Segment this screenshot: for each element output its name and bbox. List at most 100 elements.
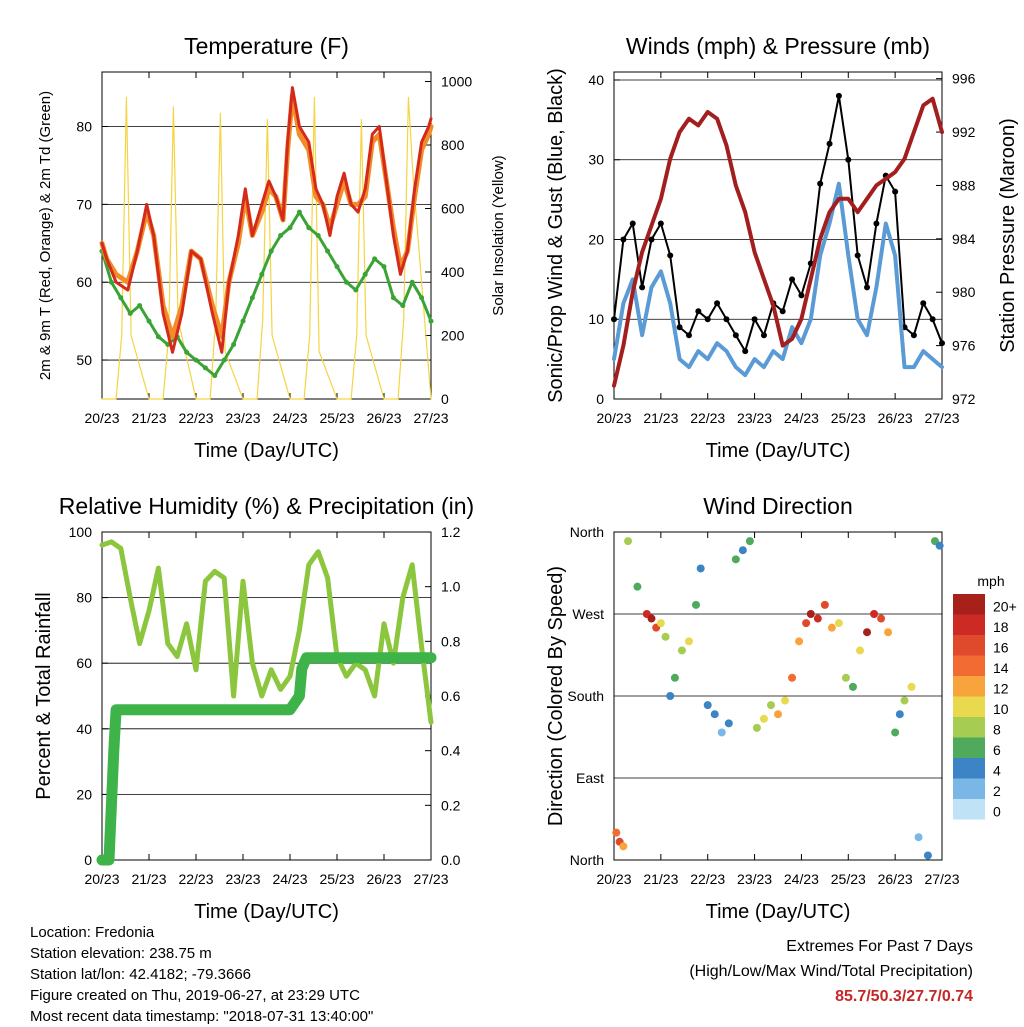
gust-point <box>939 340 945 347</box>
x-tick-label: 23/23 <box>737 410 772 426</box>
dewpoint-point <box>325 248 331 254</box>
dewpoint-point <box>240 318 246 324</box>
x-tick-label: 27/23 <box>924 410 959 426</box>
wind-line <box>612 181 944 378</box>
extremes-values: 85.7/50.3/27.7/0.74 <box>835 988 973 1005</box>
y-tick-label: 80 <box>76 119 92 135</box>
station-location: Location: Fredonia <box>30 924 155 941</box>
direction-point <box>766 701 775 710</box>
y-tick-label: North <box>570 852 604 868</box>
x-tick-label: 26/23 <box>878 410 913 426</box>
dewpoint-point <box>409 279 415 285</box>
direction-point <box>677 646 686 655</box>
y-tick-label: 10 <box>588 311 604 327</box>
x-axis-label: Time (Day/UTC) <box>706 901 851 923</box>
direction-point <box>923 851 932 860</box>
dewpoint-point <box>193 357 199 363</box>
y2-tick-label: 984 <box>952 231 976 247</box>
x-tick-label: 24/23 <box>784 410 819 426</box>
colorbar-label: 18 <box>993 619 1009 635</box>
chart-title: Wind Direction <box>703 493 853 519</box>
y2-tick-label: 972 <box>952 391 976 407</box>
direction-point <box>827 623 836 632</box>
y-tick-label: 40 <box>588 72 604 88</box>
gust-point <box>629 220 636 227</box>
colorbar-swatch <box>953 614 985 635</box>
x-tick-label: 21/23 <box>131 410 166 426</box>
dewpoint-point <box>287 225 293 231</box>
y-tick-label: 70 <box>76 196 92 212</box>
gust-point <box>826 140 833 147</box>
dewpoint-point <box>155 334 161 340</box>
direction-point <box>914 833 923 842</box>
gust-point <box>751 316 758 323</box>
colorbar-label: 4 <box>993 762 1001 778</box>
dewpoint-point <box>202 365 208 371</box>
gust-point <box>779 308 786 315</box>
direction-point <box>692 600 700 609</box>
y2-tick-label: 1000 <box>441 74 472 90</box>
x-tick-label: 26/23 <box>366 871 401 887</box>
dewpoint-point <box>118 295 124 301</box>
dewpoint-point <box>278 233 284 238</box>
colorbar-title: mph <box>977 573 1004 589</box>
x-tick-label: 24/23 <box>784 871 819 887</box>
direction-point <box>774 710 782 719</box>
dewpoint-point <box>137 303 143 309</box>
y2-tick-label: 400 <box>441 264 465 280</box>
dewpoint-point <box>428 318 434 324</box>
x-tick-label: 27/23 <box>413 410 448 426</box>
x-tick-label: 21/23 <box>131 871 166 887</box>
plot-frame <box>101 71 432 400</box>
x-tick-label: 24/23 <box>272 410 307 426</box>
x-tick-label: 20/23 <box>84 871 119 887</box>
y-tick-label: West <box>572 606 604 622</box>
x-tick-label: 21/23 <box>643 410 678 426</box>
colorbar-swatch <box>953 778 985 799</box>
temperature-chart: Temperature (F) Time (Day/UTC) 2m & 9m T (… <box>37 33 507 462</box>
colorbar-label: 20+ <box>993 598 1017 614</box>
x-tick-label: 22/23 <box>178 410 213 426</box>
y-tick-label: 60 <box>76 274 92 290</box>
direction-point <box>884 628 893 637</box>
direction-point <box>813 614 822 623</box>
direction-point <box>834 619 843 628</box>
direction-point <box>696 564 705 573</box>
direction-point <box>795 637 804 646</box>
humidity-precip-chart: Relative Humidity (%) & Precipitation (i… <box>33 493 474 923</box>
dewpoint-point <box>108 279 114 285</box>
y-tick-label: 0 <box>84 852 92 868</box>
direction-point <box>752 723 761 732</box>
direction-point <box>806 610 815 618</box>
gust-point <box>920 300 927 307</box>
y2-tick-label: 600 <box>441 201 465 217</box>
direction-point <box>684 637 693 646</box>
colorbar-swatch <box>953 717 985 738</box>
x-axis-label: Time (Day/UTC) <box>194 440 339 462</box>
y-tick-label: 0 <box>596 391 604 407</box>
y2-tick-label: 0.6 <box>441 688 461 704</box>
extremes-title: Extremes For Past 7 Days <box>786 938 973 955</box>
direction-point <box>863 628 872 637</box>
gust-point <box>611 316 617 323</box>
wind-direction-chart: Wind Direction Time (Day/UTC) Direction (C… <box>545 493 1017 923</box>
y-tick-label: North <box>570 524 604 540</box>
y2-tick-label: 980 <box>952 284 976 300</box>
y2-tick-label: 988 <box>952 177 976 193</box>
temperature-2m-line <box>100 86 433 354</box>
colorbar-label: 16 <box>993 639 1009 655</box>
direction-point <box>633 582 642 591</box>
colorbar-swatch <box>953 635 985 656</box>
x-tick-label: 24/23 <box>272 871 307 887</box>
gust-point <box>648 236 655 243</box>
y2-tick-label: 800 <box>441 137 465 153</box>
direction-point <box>759 714 768 723</box>
direction-point <box>731 555 740 564</box>
x-axis-label: Time (Day/UTC) <box>194 901 339 923</box>
gust-point <box>620 236 627 243</box>
dewpoint-point <box>146 318 152 324</box>
x-tick-label: 22/23 <box>690 871 725 887</box>
y2-tick-label: 976 <box>952 338 976 354</box>
gust-point <box>732 332 739 339</box>
gust-point <box>704 316 711 323</box>
